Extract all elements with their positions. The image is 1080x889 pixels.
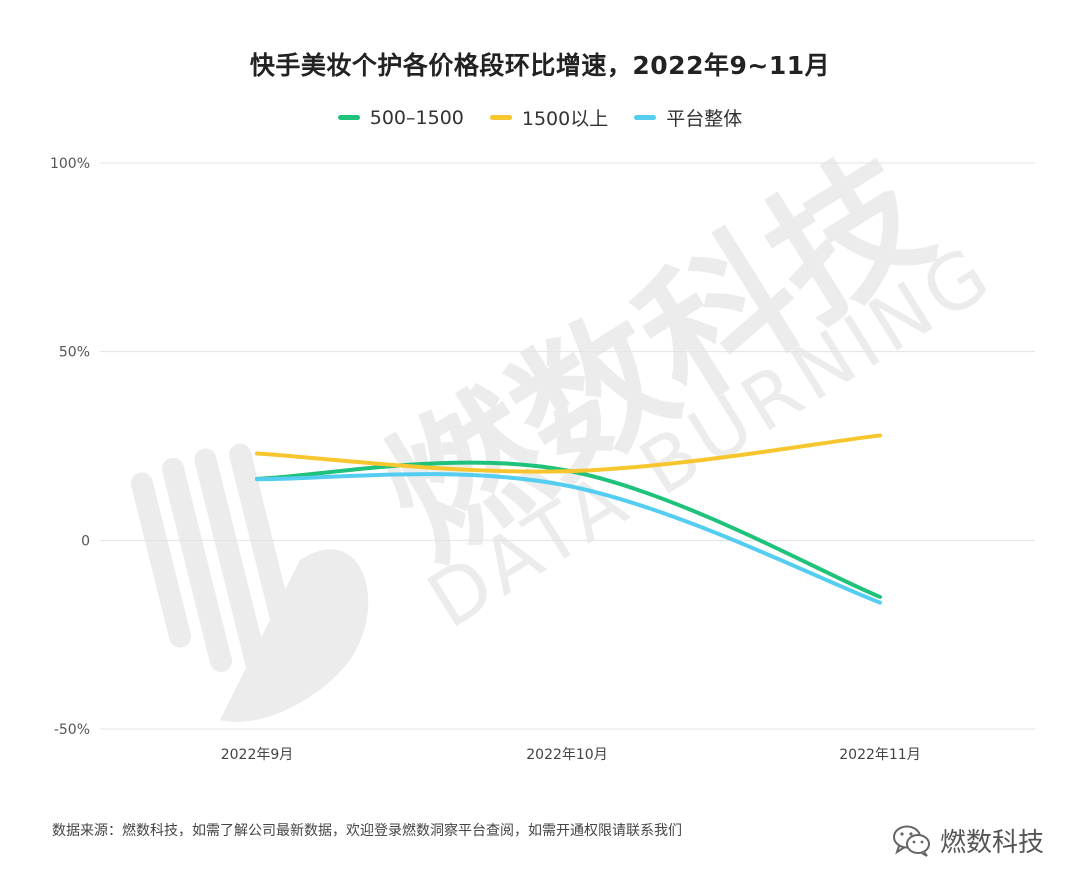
watermark-logo bbox=[130, 443, 369, 722]
source-note: 数据来源：燃数科技，如需了解公司最新数据，欢迎登录燃数洞察平台查阅，如需开通权限… bbox=[52, 823, 682, 839]
x-tick-label: 2022年10月 bbox=[526, 747, 607, 763]
legend-label: 1500以上 bbox=[521, 108, 609, 130]
y-tick-label: 50% bbox=[59, 345, 90, 361]
x-tick-label: 2022年11月 bbox=[839, 747, 920, 763]
legend-label: 平台整体 bbox=[666, 108, 743, 130]
series-line-1 bbox=[255, 433, 882, 474]
y-tick-label: 100% bbox=[50, 156, 90, 172]
x-axis-ticks: 2022年9月 2022年10月 2022年11月 bbox=[221, 747, 921, 763]
y-tick-label: -50% bbox=[54, 722, 90, 738]
series-lines bbox=[255, 433, 882, 605]
brand-name: 燃数科技 bbox=[939, 828, 1044, 858]
y-tick-label: 0 bbox=[81, 533, 90, 549]
watermark: 燃数科技 DATA BURNING bbox=[130, 125, 1009, 722]
y-axis-ticks: 100% 50% 0 -50% bbox=[50, 156, 90, 738]
wechat-icon bbox=[892, 825, 930, 857]
grid-lines bbox=[100, 162, 1035, 730]
legend-swatch bbox=[634, 115, 657, 120]
legend-item-1500-plus[interactable]: 1500以上 bbox=[489, 104, 609, 131]
series-line-2 bbox=[255, 472, 882, 605]
legend-item-platform[interactable]: 平台整体 bbox=[634, 104, 742, 131]
legend-item-500-1500[interactable]: 500–1500 bbox=[337, 104, 464, 131]
brand: 燃数科技 bbox=[892, 822, 1044, 859]
legend-swatch bbox=[337, 115, 360, 120]
x-tick-label: 2022年9月 bbox=[221, 747, 294, 763]
chart-title: 快手美妆个护各价格段环比增速，2022年9~11月 bbox=[249, 51, 831, 80]
legend-label: 500–1500 bbox=[369, 106, 464, 129]
legend-swatch bbox=[489, 115, 512, 120]
legend: 500–1500 1500以上 平台整体 bbox=[0, 104, 1080, 131]
